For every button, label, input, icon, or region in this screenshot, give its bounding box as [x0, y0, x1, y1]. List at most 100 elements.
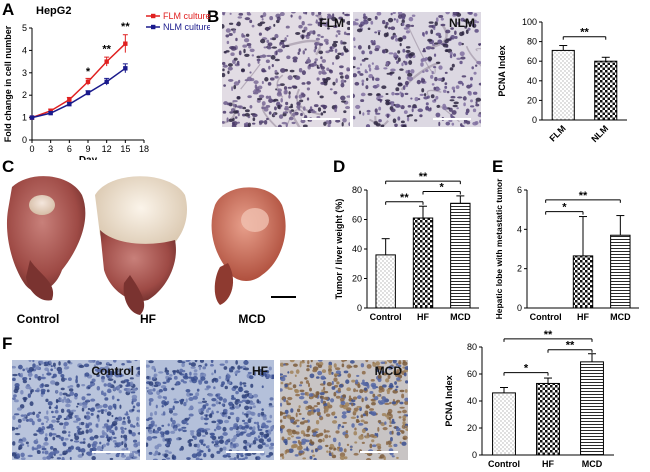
- cell-nucleus: [403, 372, 407, 377]
- cell-nucleus: [347, 373, 352, 378]
- cell-nucleus: [172, 412, 178, 416]
- cell-nucleus: [85, 415, 91, 420]
- cell-nucleus: [42, 450, 45, 454]
- cell-nucleus: [341, 121, 344, 127]
- cell-nucleus: [236, 105, 242, 108]
- cell-nucleus: [386, 72, 391, 75]
- cell-nucleus: [314, 61, 317, 64]
- cell-nucleus: [227, 416, 231, 420]
- cell-nucleus: [445, 29, 451, 34]
- bar: [450, 202, 471, 309]
- cell-nucleus: [235, 430, 240, 434]
- legend-label: FLM culture: [163, 11, 210, 21]
- x-tick-label: HF: [417, 312, 429, 322]
- cell-nucleus: [161, 404, 164, 408]
- cell-nucleus: [306, 364, 310, 368]
- y-tick-label: 80: [527, 37, 537, 47]
- cell-nucleus: [393, 52, 398, 58]
- cell-nucleus: [253, 371, 257, 377]
- cell-nucleus: [78, 422, 81, 426]
- cell-nucleus: [341, 425, 345, 429]
- cell-nucleus: [411, 106, 418, 109]
- cell-nucleus: [421, 57, 427, 62]
- cell-nucleus: [327, 13, 331, 16]
- cell-nucleus: [244, 109, 250, 113]
- cell-nucleus: [404, 366, 408, 370]
- cell-nucleus: [315, 420, 320, 425]
- cell-nucleus: [70, 445, 74, 450]
- cell-nucleus: [167, 423, 170, 427]
- cell-nucleus: [226, 40, 230, 45]
- cell-nucleus: [391, 401, 396, 405]
- cell-nucleus: [22, 379, 27, 384]
- cell-nucleus: [230, 397, 236, 400]
- cell-nucleus: [314, 58, 318, 62]
- cell-nucleus: [47, 401, 53, 406]
- cell-nucleus: [163, 387, 168, 392]
- cell-nucleus: [465, 111, 469, 116]
- significance-marker: *: [562, 202, 567, 214]
- cell-nucleus: [265, 95, 270, 99]
- cell-nucleus: [114, 426, 118, 431]
- cell-nucleus: [458, 41, 462, 46]
- cell-nucleus: [249, 104, 253, 109]
- cell-nucleus: [77, 428, 81, 433]
- cell-nucleus: [31, 420, 35, 426]
- cell-nucleus: [117, 416, 123, 422]
- cell-nucleus: [160, 434, 165, 438]
- cell-nucleus: [298, 94, 303, 99]
- cell-nucleus: [193, 369, 198, 373]
- cell-nucleus: [362, 382, 368, 387]
- cell-nucleus: [324, 430, 330, 433]
- cell-nucleus: [277, 124, 282, 127]
- cell-nucleus: [188, 413, 194, 417]
- data-point: [67, 97, 72, 102]
- cell-nucleus: [209, 413, 212, 417]
- bar: [551, 49, 575, 121]
- cell-nucleus: [427, 38, 433, 42]
- cell-nucleus: [243, 390, 250, 394]
- cell-nucleus: [205, 408, 210, 413]
- cell-nucleus: [270, 37, 273, 41]
- cell-nucleus: [104, 365, 110, 371]
- x-tick-label: 0: [29, 144, 34, 154]
- cell-nucleus: [218, 419, 224, 425]
- panel-label-f: F: [2, 334, 13, 353]
- cell-nucleus: [192, 395, 198, 400]
- cell-nucleus: [123, 417, 126, 420]
- cell-nucleus: [374, 395, 379, 401]
- cell-nucleus: [222, 398, 228, 403]
- cell-nucleus: [237, 400, 243, 404]
- cell-nucleus: [359, 63, 362, 66]
- bar: [536, 382, 560, 456]
- cell-nucleus: [133, 444, 137, 448]
- cell-nucleus: [159, 431, 164, 435]
- cell-nucleus: [335, 370, 342, 374]
- cell-nucleus: [333, 90, 338, 95]
- cell-nucleus: [363, 13, 366, 17]
- cell-nucleus: [241, 68, 245, 72]
- cell-nucleus: [251, 122, 256, 125]
- cell-nucleus: [303, 420, 309, 423]
- cell-nucleus: [335, 78, 338, 83]
- x-tick-label: 12: [102, 144, 112, 154]
- cell-nucleus: [292, 112, 296, 117]
- cell-nucleus: [344, 433, 349, 439]
- cell-nucleus: [307, 382, 311, 388]
- cell-nucleus: [353, 93, 356, 99]
- cell-nucleus: [399, 91, 402, 94]
- cell-nucleus: [333, 447, 337, 451]
- cell-nucleus: [137, 432, 140, 435]
- cell-nucleus: [290, 419, 295, 423]
- cell-nucleus: [323, 121, 327, 126]
- cell-nucleus: [324, 408, 329, 413]
- cell-nucleus: [286, 402, 292, 406]
- cell-nucleus: [179, 448, 182, 451]
- cell-nucleus: [158, 371, 164, 374]
- cell-nucleus: [357, 70, 361, 74]
- cell-nucleus: [200, 416, 204, 421]
- y-tick-label: 20: [352, 274, 362, 284]
- cell-nucleus: [148, 397, 154, 402]
- cell-nucleus: [388, 424, 392, 428]
- cell-nucleus: [289, 360, 295, 363]
